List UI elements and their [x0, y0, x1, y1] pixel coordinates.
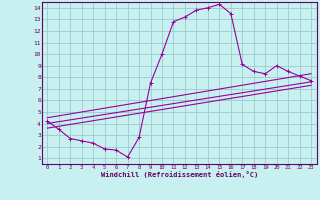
X-axis label: Windchill (Refroidissement éolien,°C): Windchill (Refroidissement éolien,°C)	[100, 171, 258, 178]
